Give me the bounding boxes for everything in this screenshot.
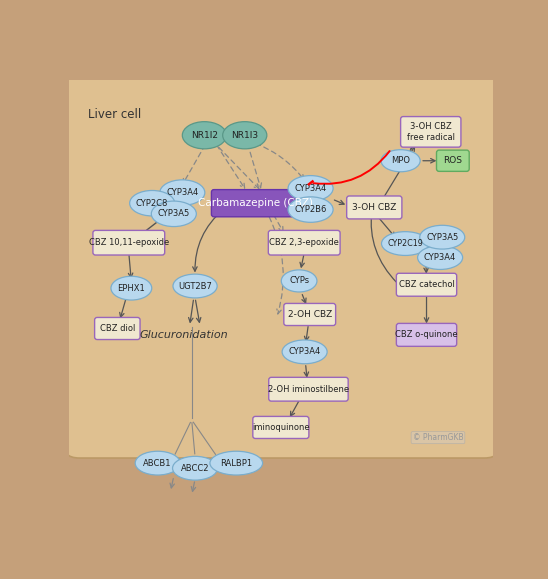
Ellipse shape [160, 180, 205, 206]
Text: CBZ diol: CBZ diol [100, 324, 135, 333]
Text: ABCB1: ABCB1 [144, 459, 172, 468]
FancyBboxPatch shape [93, 230, 165, 255]
Ellipse shape [381, 150, 420, 172]
FancyBboxPatch shape [396, 273, 456, 296]
Text: CYPs: CYPs [289, 276, 309, 285]
FancyBboxPatch shape [95, 317, 140, 339]
Ellipse shape [151, 201, 196, 226]
Ellipse shape [282, 340, 327, 364]
Ellipse shape [288, 197, 333, 222]
Ellipse shape [222, 122, 267, 149]
Text: iminoquinone: iminoquinone [252, 423, 310, 432]
Text: EPHX1: EPHX1 [117, 284, 145, 292]
Text: ROS: ROS [443, 156, 463, 165]
Text: NR1I2: NR1I2 [191, 131, 218, 140]
Text: NR1I3: NR1I3 [231, 131, 258, 140]
Text: CYP2C8: CYP2C8 [136, 199, 168, 208]
FancyBboxPatch shape [396, 324, 456, 346]
Text: Liver cell: Liver cell [88, 108, 141, 120]
Ellipse shape [173, 456, 218, 480]
Text: 2-OH iminostilbene: 2-OH iminostilbene [268, 384, 349, 394]
Text: CYP3A4: CYP3A4 [166, 188, 198, 197]
Text: Glucuronidation: Glucuronidation [140, 330, 229, 340]
Ellipse shape [420, 225, 465, 249]
FancyBboxPatch shape [212, 189, 299, 217]
Text: 2-OH CBZ: 2-OH CBZ [288, 310, 332, 319]
FancyBboxPatch shape [253, 416, 309, 438]
Text: CYP3A4: CYP3A4 [424, 253, 456, 262]
FancyBboxPatch shape [269, 378, 348, 401]
FancyBboxPatch shape [401, 116, 461, 147]
Text: Carbamazepine (CBZ): Carbamazepine (CBZ) [198, 198, 313, 208]
Ellipse shape [210, 451, 262, 475]
Text: CYP3A5: CYP3A5 [158, 210, 190, 218]
Text: ABCC2: ABCC2 [181, 464, 209, 472]
Text: MPO: MPO [391, 156, 410, 165]
FancyBboxPatch shape [269, 230, 340, 255]
Text: CYP2B6: CYP2B6 [294, 205, 327, 214]
FancyBboxPatch shape [45, 57, 517, 528]
Text: CYP3A4: CYP3A4 [294, 184, 327, 193]
FancyBboxPatch shape [284, 303, 335, 325]
Text: CBZ 10,11-epoxide: CBZ 10,11-epoxide [89, 238, 169, 247]
Ellipse shape [182, 122, 226, 149]
Text: RALBP1: RALBP1 [220, 459, 252, 468]
Ellipse shape [173, 274, 217, 298]
Text: © PharmGKB: © PharmGKB [413, 433, 463, 442]
Ellipse shape [111, 276, 152, 300]
Ellipse shape [135, 451, 180, 475]
FancyBboxPatch shape [62, 76, 502, 458]
Text: CBZ 2,3-epoxide: CBZ 2,3-epoxide [269, 238, 339, 247]
Text: CBZ catechol: CBZ catechol [398, 280, 454, 290]
FancyBboxPatch shape [437, 150, 469, 171]
Ellipse shape [130, 190, 175, 216]
Text: 3-OH CBZ
free radical: 3-OH CBZ free radical [407, 122, 455, 141]
Ellipse shape [288, 175, 333, 201]
Text: CYP3A5: CYP3A5 [426, 233, 458, 241]
Ellipse shape [381, 232, 429, 255]
Ellipse shape [418, 245, 463, 269]
Text: 3-OH CBZ: 3-OH CBZ [352, 203, 396, 212]
FancyBboxPatch shape [347, 196, 402, 219]
Ellipse shape [281, 270, 317, 292]
Text: CYP3A4: CYP3A4 [288, 347, 321, 356]
Text: CBZ o-quinone: CBZ o-quinone [395, 331, 458, 339]
Text: UGT2B7: UGT2B7 [178, 281, 212, 291]
Text: CYP2C19: CYP2C19 [387, 239, 423, 248]
